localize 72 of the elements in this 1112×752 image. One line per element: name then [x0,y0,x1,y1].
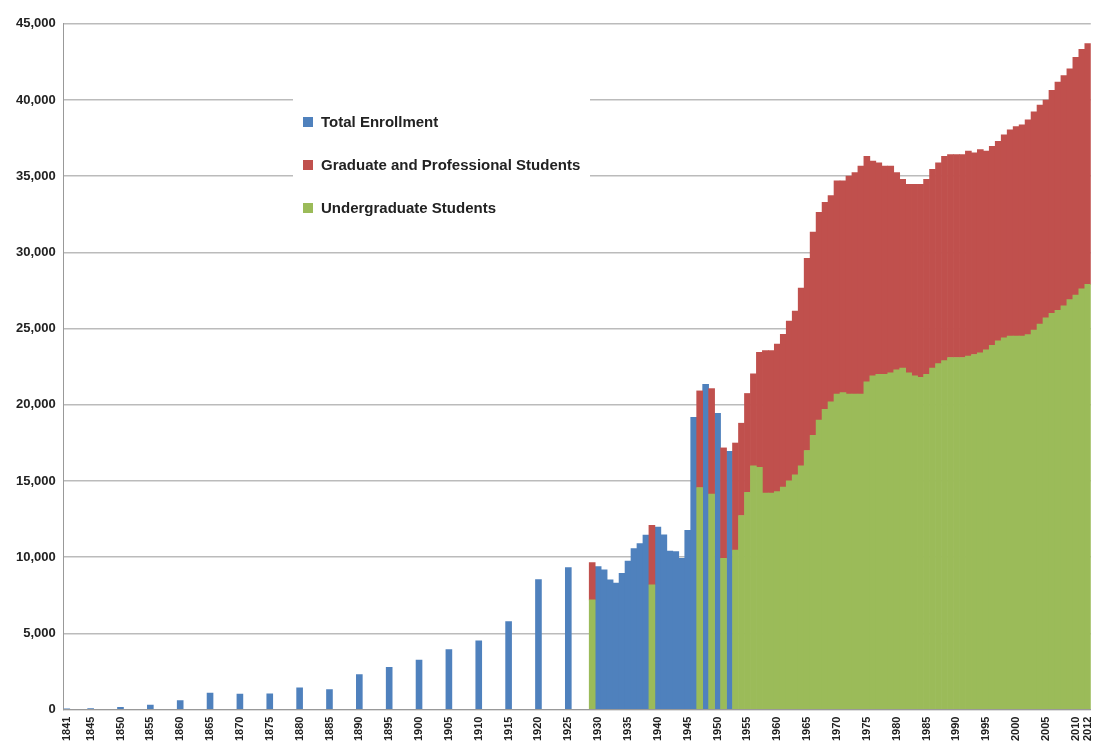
bar [588,562,596,601]
x-tick-label: 1920 [531,716,544,742]
y-tick-label: 25,000 [16,320,56,336]
x-tick-label: 1980 [889,716,902,742]
x-tick-label: 1995 [979,716,992,742]
x-tick-label: 2000 [1009,716,1022,742]
x-tick-label: 1925 [561,716,574,742]
x-tick-label: 1905 [441,716,454,742]
bar [648,584,656,710]
y-tick-label: 35,000 [16,167,56,183]
x-tick-label: 1975 [859,716,872,742]
x-tick-label: 1985 [919,716,932,742]
bar [117,707,124,710]
bar [445,649,453,710]
x-tick-label: 1875 [262,716,275,742]
bar [326,689,333,710]
y-tick-label: 20,000 [16,396,56,412]
x-tick-label: 2010 [1068,716,1081,742]
legend-label: Total Enrollment [321,113,439,130]
x-tick-label: 1970 [830,716,843,742]
x-tick-label: 1850 [113,716,126,742]
x-tick-label: 1845 [83,716,96,742]
bar [147,704,154,710]
y-tick-label: 30,000 [16,243,56,259]
x-tick-label: 1945 [680,716,693,742]
bar [475,640,483,710]
y-tick-label: 10,000 [16,548,56,564]
bar [696,487,703,710]
x-tick-label: 1855 [143,716,156,742]
x-tick-label: 1895 [382,716,395,742]
x-tick-label: 1890 [352,716,365,742]
x-tick-label: 1940 [650,716,663,742]
bar [296,687,303,710]
x-tick-label: 1950 [710,716,723,742]
bar [565,567,572,710]
x-tick-label: 1860 [173,716,186,742]
x-tick-label: 1955 [740,716,753,742]
x-tick-label: 1930 [591,716,604,742]
x-tick-label: 1910 [471,716,484,742]
x-tick-label: 1935 [621,716,634,742]
y-tick-label: 15,000 [16,472,56,488]
x-tick-label: 1865 [203,716,216,742]
x-tick-label: 1915 [501,716,514,742]
x-tick-label: 1960 [770,716,783,742]
bar [266,693,274,710]
x-tick-label: 1965 [800,716,813,742]
x-tick-label: 1990 [949,716,962,742]
bar [720,447,727,559]
bar [708,388,715,495]
x-tick-label: 1841 [59,716,72,742]
y-tick-label: 5,000 [23,624,56,640]
x-tick-label: 2005 [1039,716,1052,742]
bar [505,621,512,710]
y-tick-label: 40,000 [16,91,56,107]
legend-label: Undergraduate Students [321,199,497,216]
legend-label: Graduate and Professional Students [321,156,581,173]
bar [696,390,703,488]
x-tick-label: 1880 [292,716,305,742]
y-tick-label: 45,000 [16,15,56,31]
bar [385,666,393,710]
bar [356,674,363,710]
bar [176,700,184,710]
bar [535,579,542,710]
bar [415,659,423,710]
bar [708,493,715,710]
bar [720,558,727,710]
y-tick-label: 0 [48,701,56,717]
bar [588,599,596,710]
x-tick-label: 2012 [1080,716,1093,742]
x-tick-label: 1870 [232,716,245,742]
x-tick-label: 1900 [412,716,425,742]
x-tick-label: 1885 [322,716,335,742]
